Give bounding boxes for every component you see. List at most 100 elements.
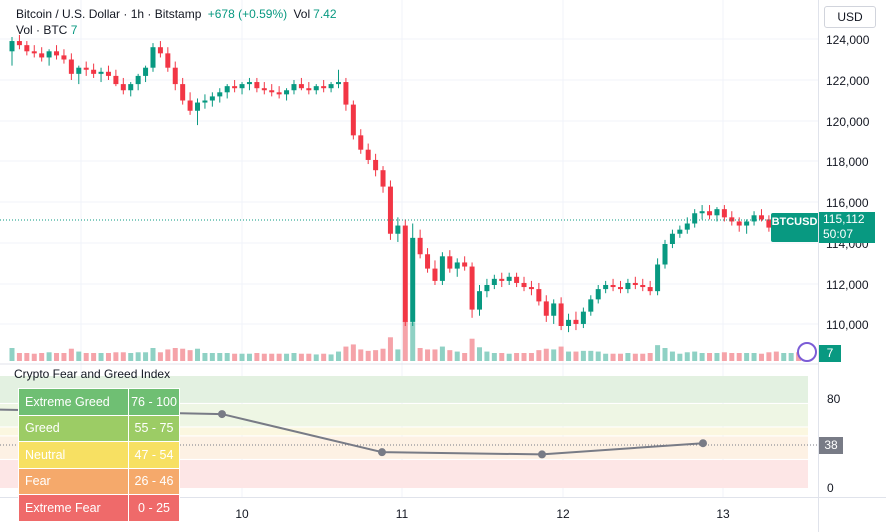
volume-bar (402, 321, 408, 361)
volume-bar (16, 353, 22, 361)
volume-bar (395, 349, 401, 361)
volume-bar (306, 353, 312, 361)
volume-bar (224, 353, 230, 361)
candle-body (625, 282, 631, 290)
volume-bar (729, 353, 735, 361)
volume-bar (669, 351, 675, 361)
candle-body (469, 266, 475, 310)
volume-bar (373, 350, 379, 361)
volume-bar (202, 353, 208, 361)
volume-bar (447, 350, 453, 361)
volume-bar (625, 353, 631, 361)
volume-bar (76, 351, 82, 361)
candle-body (128, 84, 134, 91)
volume-bar (410, 322, 416, 361)
candle-body (729, 217, 735, 222)
legend-row: Neutral 47 - 54 (18, 441, 180, 469)
fear-greed-legend: Extreme Greed 76 - 100 Greed 55 - 75 Neutr… (18, 388, 180, 522)
candle-body (707, 211, 713, 216)
candle-body (425, 254, 431, 269)
price-tag-ticker: BTCUSD (771, 216, 818, 228)
volume-bar (417, 348, 423, 361)
volume-bar (536, 350, 542, 361)
candle-body (232, 86, 238, 89)
volume-bar (61, 353, 67, 361)
candle-body (98, 71, 104, 74)
candle-body (68, 59, 74, 74)
volume-bar (120, 352, 126, 361)
candle-body (744, 221, 750, 226)
price-axis-label: 112,000 (826, 278, 869, 292)
candle-body (373, 159, 379, 171)
candle-body (721, 209, 727, 218)
candle-body (699, 211, 705, 214)
candle-body (551, 303, 557, 316)
volume-bar (187, 350, 193, 361)
legend-row: Fear 26 - 46 (18, 467, 180, 495)
candle-body (313, 86, 319, 91)
volume-bar (506, 353, 512, 361)
candle-body (380, 170, 386, 187)
candle-body (276, 92, 282, 95)
price-axis[interactable]: USD 124,000 122,000 120,000 118,000 116,… (818, 0, 886, 497)
volume-bar (425, 349, 431, 361)
bar-countdown: 50:07 (823, 227, 854, 241)
volume-bar (31, 353, 37, 361)
legend-row: Extreme Greed 76 - 100 (18, 388, 180, 416)
volume-bar (232, 353, 238, 361)
candle-body (655, 264, 661, 292)
ai-assistant-icon[interactable] (797, 342, 817, 362)
volume-indicator-label[interactable]: Vol · BTC (16, 23, 68, 37)
candle-body (39, 53, 45, 58)
currency-button[interactable]: USD (824, 6, 876, 28)
volume-bar (469, 338, 475, 361)
volume-bar (603, 353, 609, 361)
volume-bar (462, 353, 468, 361)
volume-bar (246, 353, 252, 361)
volume-bar (662, 348, 668, 361)
time-axis-label: 13 (716, 507, 730, 521)
candle-body (76, 67, 82, 74)
candle-body (358, 135, 364, 150)
candle-body (528, 287, 534, 290)
candle-body (24, 45, 30, 52)
candle-body (499, 278, 505, 281)
candle-body (558, 303, 564, 326)
candle-body (484, 285, 490, 292)
volume-value: 7.42 (313, 7, 337, 21)
symbol-title[interactable]: Bitcoin / U.S. Dollar · 1h · Bitstamp (16, 7, 202, 21)
price-chart[interactable] (0, 0, 818, 497)
candle-body (588, 299, 594, 312)
candle-body (402, 225, 408, 322)
candle-body (566, 319, 572, 326)
volume-bar (640, 353, 646, 361)
candle-body (254, 82, 260, 89)
indicator-title[interactable]: Crypto Fear and Greed Index (14, 367, 171, 381)
candle-body (157, 47, 163, 54)
volume-header: Vol · BTC 7 (16, 23, 77, 37)
price-axis-label: 122,000 (826, 74, 870, 88)
legend-label: Greed (18, 414, 129, 442)
candle-body (662, 244, 668, 265)
fear-greed-point (538, 450, 546, 459)
candle-body (284, 90, 290, 95)
candle-body (736, 221, 742, 226)
chart-area[interactable]: Bitcoin / U.S. Dollar · 1h · Bitstamp +6… (0, 0, 818, 522)
volume-bar (172, 348, 178, 361)
candle-body (165, 53, 171, 68)
volume-bar (595, 351, 601, 361)
fear-greed-band (0, 427, 808, 436)
time-axis[interactable]: 9 10 11 12 13 (0, 497, 818, 532)
candle-body (31, 51, 37, 54)
candle-body (54, 51, 60, 56)
volume-bar (684, 352, 690, 361)
volume-bar (573, 351, 579, 361)
volume-bar (721, 352, 727, 361)
time-axis-label: 12 (556, 507, 570, 521)
volume-bar (454, 351, 460, 361)
candle-body (202, 100, 208, 103)
volume-bar (387, 337, 393, 361)
volume-bar (239, 353, 245, 361)
last-price-value: 115,112 (823, 212, 865, 226)
candle-body (16, 41, 22, 46)
